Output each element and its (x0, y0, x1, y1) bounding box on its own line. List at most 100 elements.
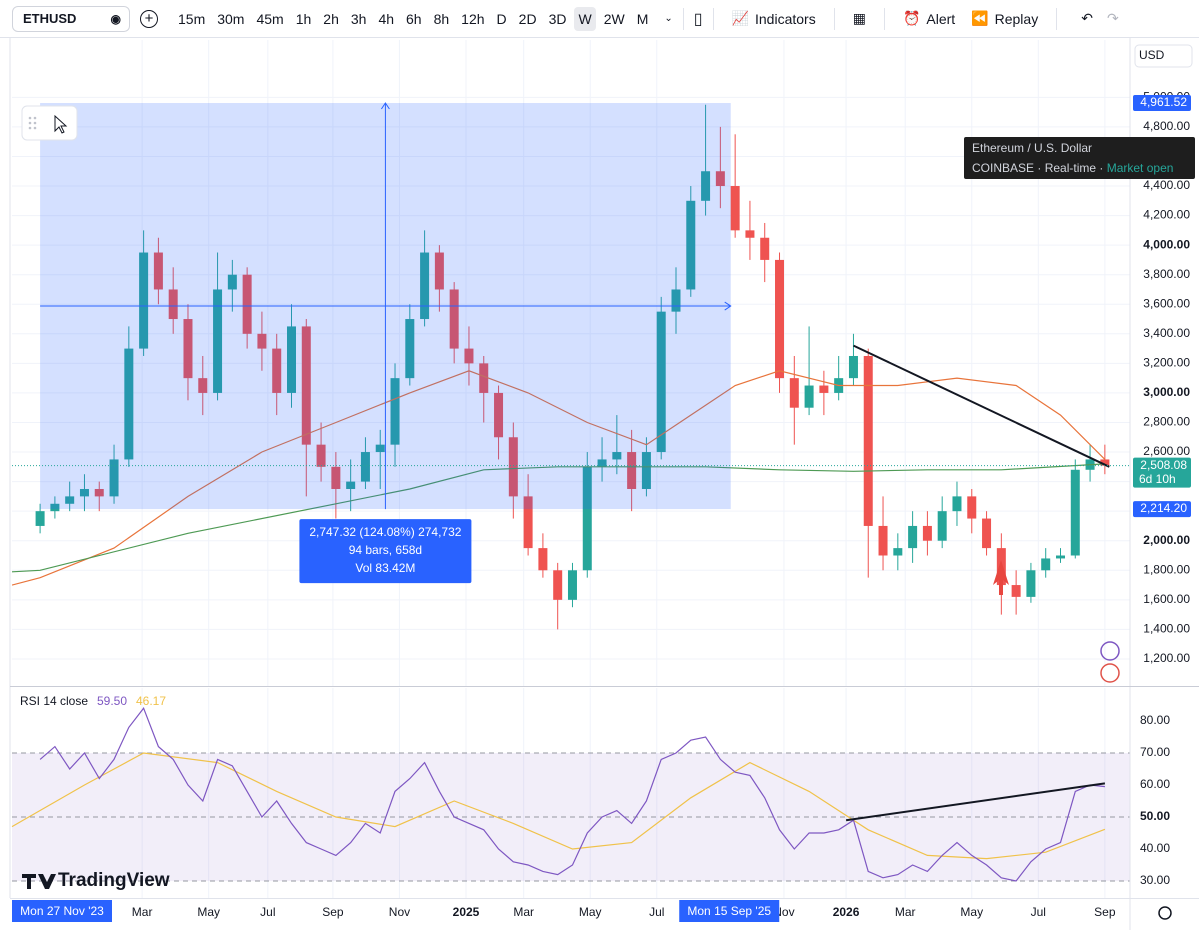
measure-arrow (380, 102, 390, 110)
redo[interactable]: ↷ (1106, 10, 1119, 26)
separator (712, 7, 714, 30)
rsi-legend-value: 46.17 (136, 694, 166, 708)
candle-body (538, 548, 548, 571)
x-tick-label: Jul (1031, 905, 1046, 919)
candle-body (523, 496, 533, 549)
symbol-search[interactable]: ETHUSD ◉ (12, 5, 130, 32)
interval[interactable]: 12h (461, 10, 485, 27)
y-tick-label: 3,400.00 (1143, 326, 1190, 340)
candle-body (641, 452, 651, 489)
candle-body (50, 503, 60, 512)
x-tick-label: May (579, 905, 602, 919)
candle-body (390, 378, 400, 445)
measure-label-box (299, 519, 472, 584)
currency-box[interactable] (1134, 44, 1193, 68)
price-tag-label: 4,961.52 (1140, 95, 1187, 109)
flag-icon[interactable] (1100, 663, 1120, 683)
candle-body (405, 319, 415, 379)
add-symbol[interactable]: + (140, 9, 158, 28)
candle-body (1011, 585, 1021, 597)
replay-button[interactable]: ⏪ Replay (971, 10, 1038, 27)
interval[interactable]: 1h (295, 10, 312, 27)
interval[interactable]: 2D (518, 10, 537, 27)
x-tick-label: Nov (389, 905, 410, 919)
interval[interactable]: 3D (548, 10, 567, 27)
interval[interactable]: 2h (323, 10, 339, 27)
rsi-trendline (845, 782, 1106, 822)
interval[interactable]: 3h (350, 10, 367, 27)
candle-body (1100, 459, 1110, 466)
rsi-tick-label: 60.00 (1140, 777, 1170, 791)
candle-body (967, 496, 977, 519)
moving-average (12, 370, 1106, 586)
candle-body (671, 289, 681, 312)
y-tick-label: 2,000.00 (1143, 533, 1190, 547)
symbol-tooltip: Ethereum / U.S. Dollar COINBASE · Real-t… (964, 137, 1195, 179)
indicators-button[interactable]: 📈 Indicators (732, 10, 816, 27)
candle-body (183, 319, 193, 379)
interval[interactable]: 6h (406, 10, 422, 27)
candle-body (316, 444, 326, 467)
interval[interactable]: D (496, 10, 507, 27)
cursor-icon[interactable] (54, 114, 68, 134)
interval[interactable]: 30m (217, 10, 245, 27)
toolbar: ETHUSD ◉ + 15m 30m 45m 1h 2h 3h 4h 6h 8h 12h D 2D 3D W… (0, 0, 1199, 38)
currency: USD (1139, 48, 1165, 62)
arrow-marker (993, 560, 1009, 595)
undo[interactable]: ↶ (1081, 10, 1093, 26)
crosshair-x-box (12, 900, 112, 922)
candle-body (612, 452, 622, 460)
y-tick-label: 4,400.00 (1143, 178, 1190, 192)
alert-icon[interactable] (1100, 641, 1120, 661)
x-tick-label: Mar (132, 905, 153, 919)
logo-text: TradingView (58, 870, 170, 891)
interval[interactable]: 8h (433, 10, 450, 27)
y-tick-label: 3,200.00 (1143, 356, 1190, 370)
tooltip-feed: Real-time (1044, 161, 1097, 175)
alert-button[interactable]: ⏰ Alert (903, 10, 955, 27)
separator (883, 7, 885, 30)
price-tag (1133, 95, 1191, 112)
layouts-icon[interactable]: ▦ (852, 10, 866, 26)
candle-body (139, 252, 149, 349)
candle-body (656, 311, 666, 453)
candle-body (331, 466, 341, 489)
settings-icon[interactable] (1158, 906, 1172, 920)
price-tag (1133, 501, 1191, 518)
candle-body (420, 252, 430, 320)
candle-body (715, 171, 725, 187)
interval[interactable]: 2W (603, 10, 625, 27)
candle-body (213, 289, 223, 393)
measure-label: Vol 83.42M (355, 561, 415, 575)
interval-menu[interactable]: ⌄ (664, 13, 673, 24)
alert-icon: ⏰ (902, 10, 921, 26)
rsi-legend-value: 59.50 (97, 694, 127, 708)
interval[interactable]: 45m (256, 10, 284, 27)
y-tick-label: 2,800.00 (1143, 415, 1190, 429)
replay-icon: ⏪ (971, 10, 989, 26)
measure-label: 2,747.32 (124.08%) 274,732 (309, 525, 461, 539)
candle-body (508, 437, 518, 497)
interval[interactable]: M (636, 10, 649, 27)
rsi-ma (11, 752, 1106, 860)
rsi-tick-label: 70.00 (1140, 745, 1170, 759)
interval[interactable]: 4h (378, 10, 395, 27)
interval[interactable]: 15m (178, 10, 206, 27)
candle-body (375, 444, 385, 453)
crosshair-x-label: Mon 27 Nov '23 (20, 904, 104, 918)
price-tag-label: 2,214.20 (1140, 501, 1187, 515)
drag-handle (28, 116, 37, 130)
moving-average (12, 463, 1105, 573)
candle-body (198, 378, 208, 393)
candle-body (35, 511, 45, 526)
candle-body (701, 171, 711, 201)
x-tick-label: Mar (895, 905, 916, 919)
price-tag-sub: 6d 10h (1139, 472, 1176, 486)
chart-type[interactable]: ▯ (693, 10, 703, 28)
candle-body (464, 348, 474, 364)
interval[interactable]: W (574, 6, 596, 31)
y-tick-label: 4,000.00 (1143, 237, 1190, 251)
candle-body (567, 570, 577, 600)
candle-body (124, 348, 134, 460)
